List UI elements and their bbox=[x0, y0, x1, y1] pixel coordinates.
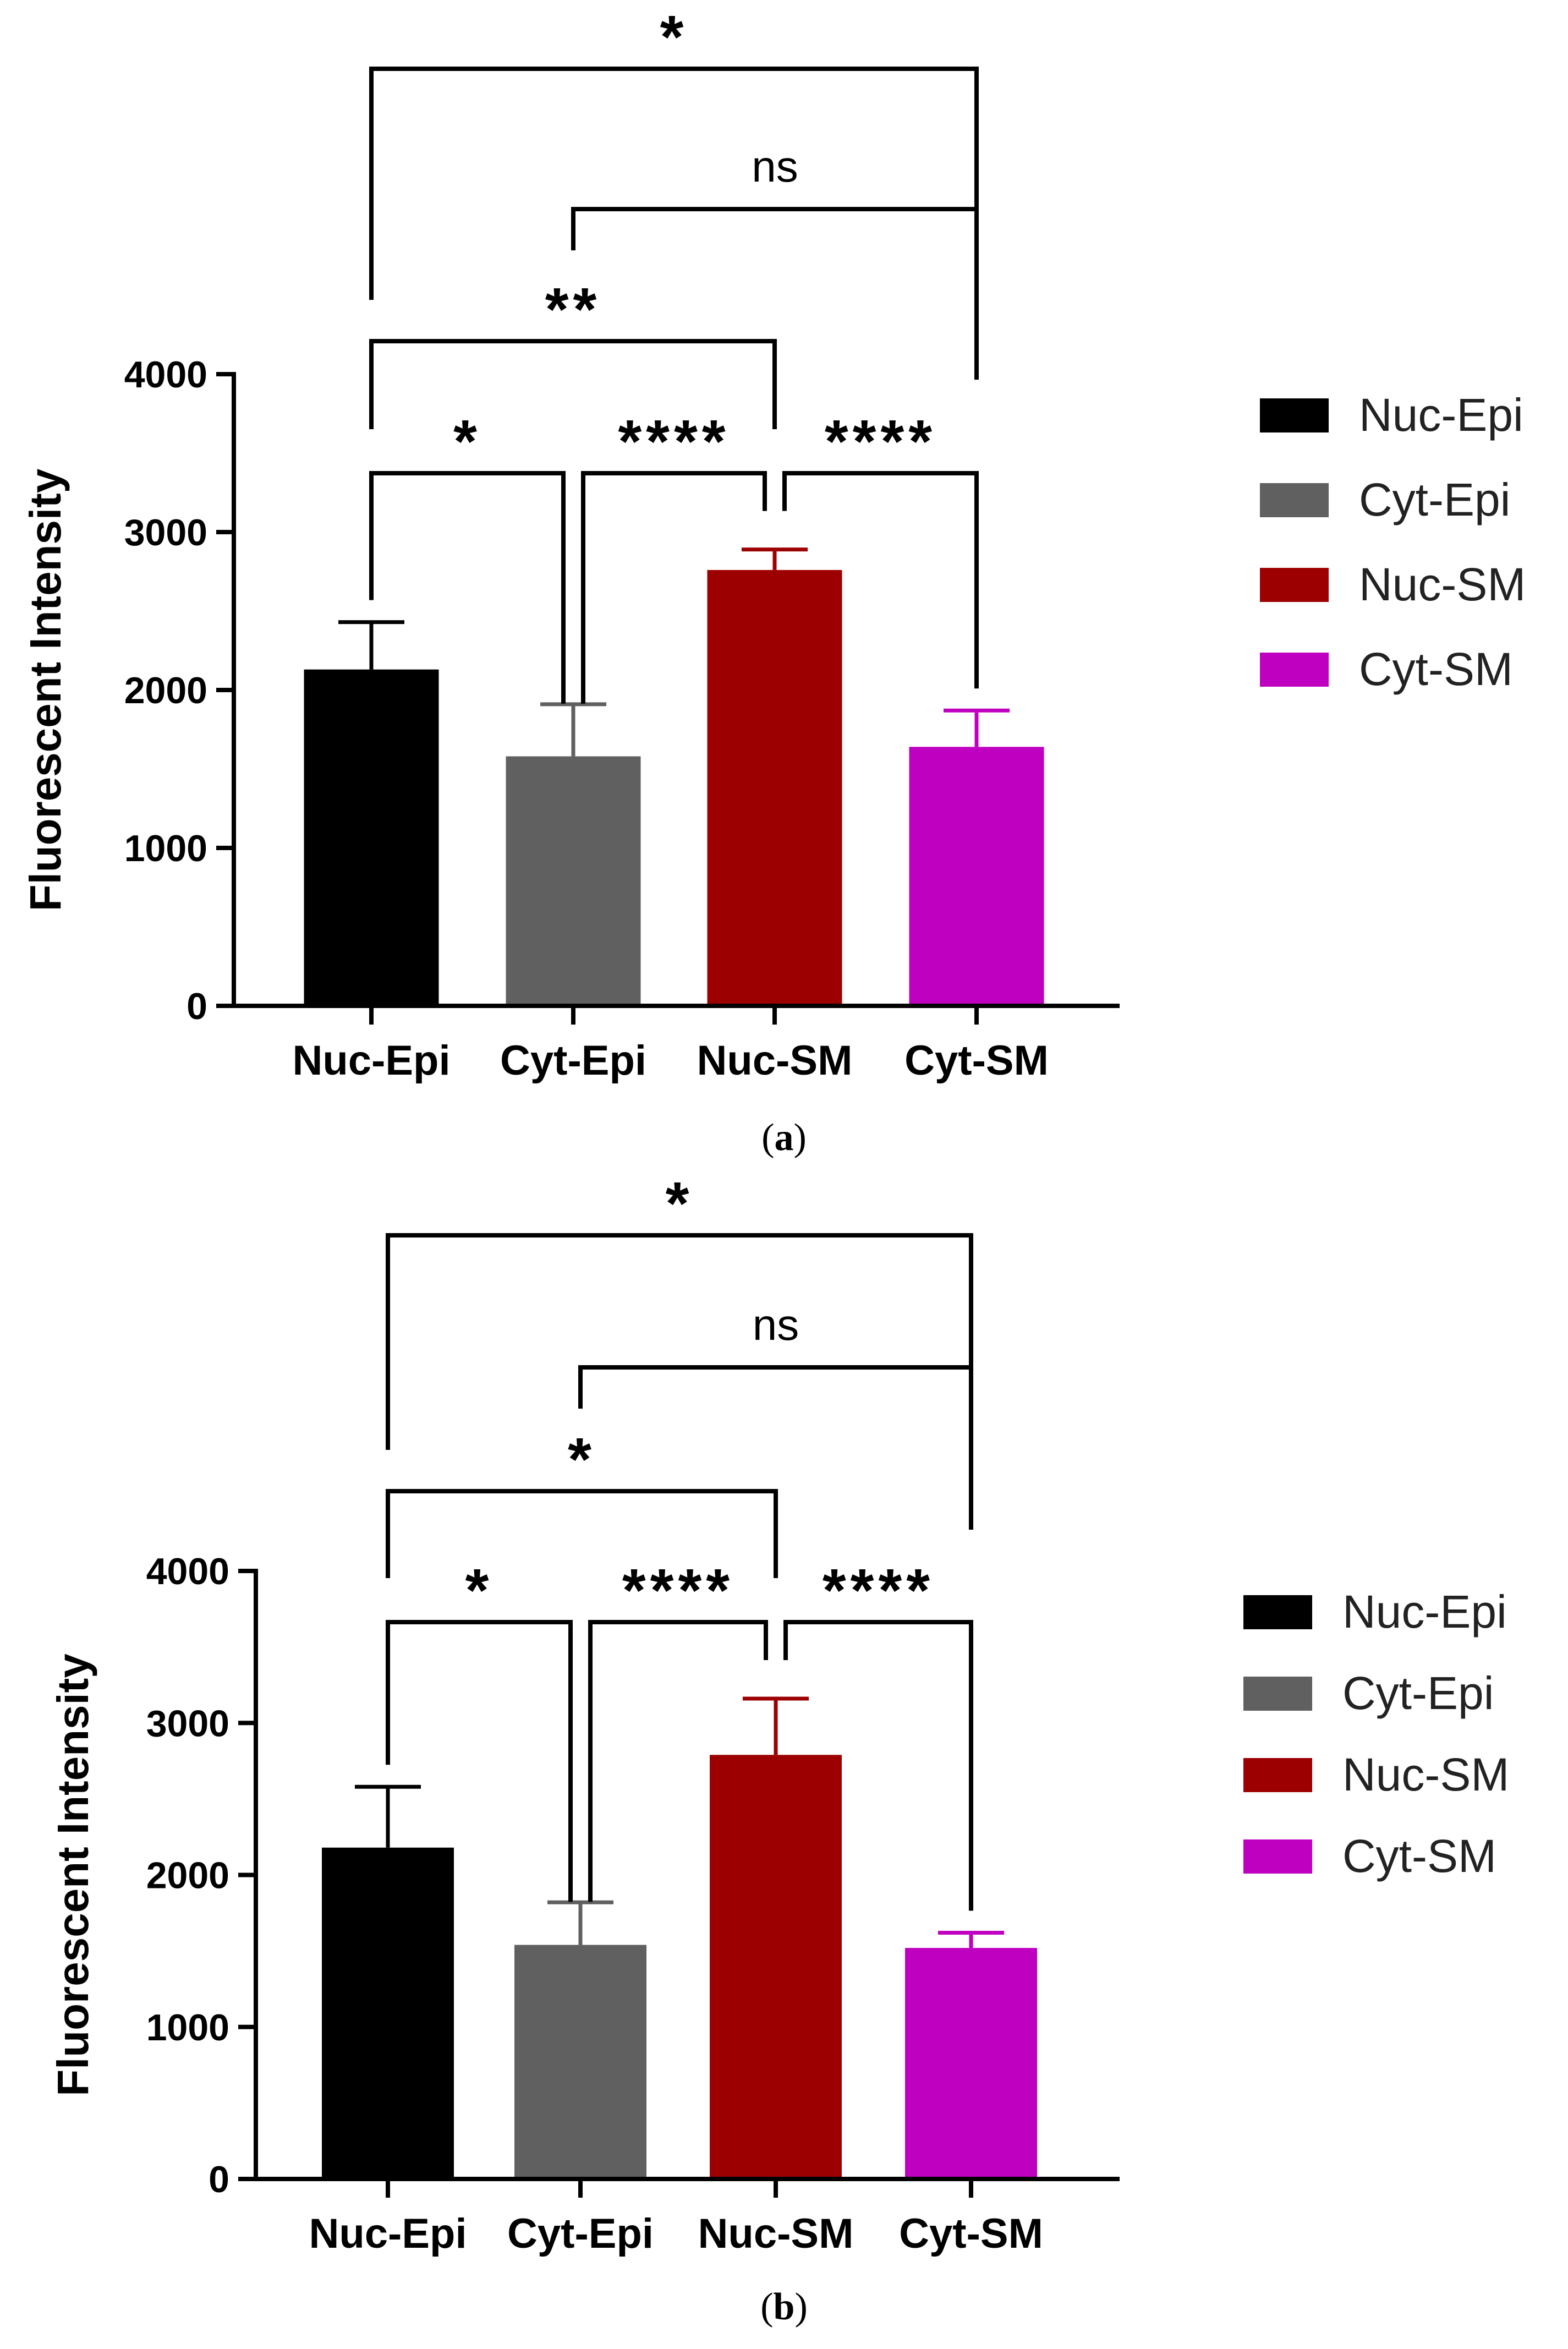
legend-label-cyt-sm: Cyt-SM bbox=[1359, 643, 1513, 695]
y-tick-label: 0 bbox=[209, 2159, 229, 2200]
significance-label: ** bbox=[545, 276, 601, 343]
legend-swatch-cyt-sm bbox=[1260, 653, 1329, 687]
significance-label: * bbox=[465, 1557, 494, 1624]
caption-letter: b bbox=[774, 2286, 795, 2328]
caption-letter: a bbox=[775, 1116, 794, 1159]
caption-paren-close: ) bbox=[794, 1116, 807, 1159]
significance-label: **** bbox=[622, 1557, 734, 1624]
significance-label: * bbox=[660, 3, 688, 71]
y-tick-label: 1000 bbox=[146, 2007, 229, 2049]
bar-cyt-sm bbox=[905, 1948, 1037, 2179]
y-tick-label: 3000 bbox=[124, 512, 207, 554]
x-tick-label-nuc-epi: Nuc-Epi bbox=[292, 1037, 450, 1084]
bar-nuc-epi bbox=[304, 669, 439, 1006]
significance-label: * bbox=[568, 1426, 596, 1493]
y-tick-label: 4000 bbox=[146, 1551, 229, 1592]
x-tick-label-cyt-epi: Cyt-Epi bbox=[507, 2210, 654, 2257]
x-tick-label-cyt-epi: Cyt-Epi bbox=[500, 1037, 646, 1084]
legend-swatch-nuc-sm bbox=[1260, 568, 1329, 602]
bar-cyt-sm bbox=[909, 747, 1044, 1006]
significance-bracket bbox=[386, 1620, 573, 1902]
y-tick-label: 2000 bbox=[124, 670, 207, 711]
significance-bracket bbox=[386, 1489, 778, 1578]
legend-swatch-cyt-sm bbox=[1243, 1839, 1312, 1874]
significance-bracket bbox=[581, 471, 767, 704]
legend-label-nuc-epi: Nuc-Epi bbox=[1359, 389, 1523, 441]
legend-label-cyt-sm: Cyt-SM bbox=[1342, 1830, 1496, 1882]
bar-cyt-epi bbox=[514, 1945, 646, 2179]
significance-label: **** bbox=[618, 408, 730, 475]
significance-bracket bbox=[782, 471, 979, 689]
panel-caption: (a) bbox=[761, 1116, 807, 1159]
x-tick-label-cyt-sm: Cyt-SM bbox=[899, 2210, 1043, 2257]
significance-bracket bbox=[386, 1233, 973, 1450]
y-axis-label: Fluorescent Intensity bbox=[48, 1653, 97, 2096]
significance-bracket bbox=[369, 67, 979, 300]
significance-bracket bbox=[578, 1365, 973, 1530]
significance-label: **** bbox=[825, 408, 936, 475]
legend-label-nuc-epi: Nuc-Epi bbox=[1342, 1586, 1507, 1638]
significance-label: ns bbox=[752, 142, 798, 191]
panel-caption: (b) bbox=[760, 2286, 808, 2328]
y-tick-label: 2000 bbox=[146, 1855, 229, 1897]
legend-swatch-cyt-epi bbox=[1260, 483, 1329, 517]
y-tick-label: 0 bbox=[187, 985, 207, 1027]
legend-label-cyt-epi: Cyt-Epi bbox=[1359, 474, 1510, 525]
y-tick-label: 4000 bbox=[124, 354, 207, 396]
caption-paren-open: ( bbox=[760, 2286, 773, 2328]
legend-swatch-nuc-epi bbox=[1243, 1595, 1312, 1629]
panel-b: 0 1000 2000 3000 4000 Nuc-Epi Cyt-Epi Nuc-SM Cyt… bbox=[48, 1170, 1509, 2328]
legend-label-nuc-sm: Nuc-SM bbox=[1359, 558, 1526, 610]
y-tick-label: 3000 bbox=[146, 1702, 229, 1744]
significance-label: ns bbox=[753, 1300, 799, 1349]
x-tick-label-cyt-sm: Cyt-SM bbox=[904, 1037, 1049, 1084]
legend-swatch-cyt-epi bbox=[1243, 1677, 1312, 1711]
x-tick-label-nuc-epi: Nuc-Epi bbox=[309, 2210, 467, 2257]
panel-a: 0 1000 2000 3000 4000 Nuc-Epi Cyt-Epi Nuc-SM Cyt… bbox=[21, 3, 1526, 1159]
significance-label: * bbox=[453, 408, 481, 475]
bar-nuc-sm bbox=[707, 570, 842, 1006]
y-axis-label: Fluorescent Intensity bbox=[21, 468, 70, 911]
caption-paren-open: ( bbox=[761, 1116, 774, 1159]
significance-bracket bbox=[571, 207, 979, 380]
legend-label-cyt-epi: Cyt-Epi bbox=[1342, 1667, 1494, 1719]
x-tick-label-nuc-sm: Nuc-SM bbox=[697, 1037, 853, 1084]
significance-bracket bbox=[369, 471, 566, 704]
legend-swatch-nuc-sm bbox=[1243, 1758, 1312, 1792]
bar-nuc-sm bbox=[710, 1755, 842, 2179]
bar-nuc-epi bbox=[322, 1847, 454, 2179]
significance-bracket bbox=[588, 1620, 768, 1902]
legend-swatch-nuc-epi bbox=[1260, 398, 1329, 432]
bar-cyt-epi bbox=[506, 756, 641, 1006]
x-tick-label-nuc-sm: Nuc-SM bbox=[698, 2210, 854, 2257]
significance-bracket bbox=[783, 1620, 973, 1911]
y-tick-label: 1000 bbox=[124, 828, 207, 869]
significance-label: **** bbox=[823, 1557, 934, 1624]
significance-bracket bbox=[369, 339, 777, 429]
significance-label: * bbox=[666, 1170, 694, 1238]
caption-paren-close: ) bbox=[794, 2286, 807, 2328]
legend-label-nuc-sm: Nuc-SM bbox=[1342, 1749, 1509, 1800]
